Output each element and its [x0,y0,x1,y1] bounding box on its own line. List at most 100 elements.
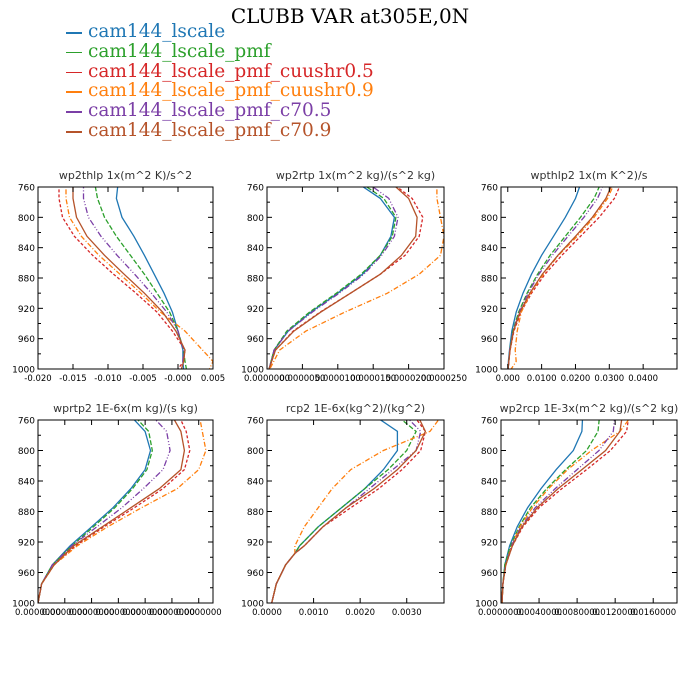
x-tick-label: 0.000 [496,374,520,384]
y-tick-label: 880 [247,275,264,285]
series-line [271,420,427,603]
plot-frame [37,186,214,370]
legend-label: cam144_lscale_pmf_c70.5 [88,100,332,122]
subplot-title: wpthlp2 1x(m K^2)/s [531,169,648,182]
legend-swatch [66,130,82,133]
series-line [268,187,396,369]
series-line [271,420,427,603]
y-tick-label: 800 [247,447,264,457]
y-tick-label: 1000 [241,600,264,610]
series-line [501,420,623,603]
y-tick-label: 1000 [12,600,35,610]
legend-swatch [66,32,82,34]
x-tick-label: -0.010 [94,374,121,384]
series-line [268,187,424,369]
series-line [507,187,600,369]
x-tick-label: -0.015 [59,374,86,384]
y-tick-label: 840 [18,244,35,254]
x-tick-label: 0.0300 [594,374,624,384]
subplot-title: wp2rtp 1x(m^2 kg)/(s^2 kg) [276,169,435,182]
y-tick-label: 1000 [12,366,35,376]
y-tick-label: 840 [18,478,35,488]
series-line [38,420,171,603]
x-tick-label: 0.0100 [527,374,557,384]
y-tick-label: 760 [247,417,264,427]
y-tick-label: 800 [247,214,264,224]
x-tick-label: 0.0160000 [630,608,676,618]
series-line [268,187,399,369]
y-tick-label: 800 [18,214,35,224]
x-tick-label: 0.0200 [561,374,591,384]
x-tick-label: 0.0000000 [122,608,168,618]
y-tick-label: 840 [481,244,498,254]
x-tick-label: 0.0000000 [15,608,61,618]
x-tick-label: 0.0080000 [554,608,600,618]
figure-title: CLUBB VAR at305E,0N [230,4,470,28]
y-tick-label: 920 [247,305,264,315]
y-tick-label: 920 [481,305,498,315]
y-tick-label: 960 [247,335,264,345]
y-tick-label: 960 [18,569,35,579]
legend-label: cam144_lscale_pmf_cuushr0.5 [88,60,374,82]
series-line [271,420,399,603]
y-tick-label: 960 [481,569,498,579]
legend-label: cam144_lscale_pmf [88,40,271,62]
series-line [507,187,581,369]
legend-label: cam144_lscale [88,21,226,42]
y-tick-label: 760 [247,184,264,194]
series-line [115,187,185,369]
y-tick-label: 1000 [475,600,498,610]
y-tick-label: 880 [481,275,498,285]
x-tick-label: -0.005 [129,374,156,384]
x-tick-label: 0.0020 [345,608,375,618]
y-tick-label: 840 [247,244,264,254]
series-line [501,420,630,603]
x-tick-label: 0.005 [201,374,225,384]
plot-frame [266,186,445,370]
series-line [72,187,186,369]
y-tick-label: 1000 [475,366,498,376]
series-line [507,187,604,369]
y-tick-label: 920 [18,539,35,549]
y-tick-label: 800 [481,447,498,457]
subplot-title: wprtp2 1E-6x(m kg)/(s kg) [53,402,198,415]
series-line [268,187,397,369]
y-tick-label: 920 [247,539,264,549]
x-tick-label: 0.0000050 [279,374,325,384]
y-tick-label: 760 [18,417,35,427]
x-tick-label: 0.0000000 [149,608,195,618]
series-line [501,420,616,603]
subplot-title: wp2rcp 1E-3x(m^2 kg)/(s^2 kg) [500,402,679,415]
series-line [38,420,207,603]
x-tick-label: -0.020 [24,374,51,384]
legend-swatch [66,51,82,54]
y-tick-label: 960 [247,569,264,579]
x-tick-label: 0.0030 [392,608,422,618]
subplot-title: rcp2 1E-6x(kg^2)/(kg^2) [286,402,425,415]
plot-frame [500,186,678,370]
series-line [501,420,600,603]
legend-swatch [66,111,82,113]
y-tick-label: 960 [481,335,498,345]
series-line [58,187,186,369]
legend-swatch [66,71,82,74]
series-line [507,187,621,369]
y-tick-label: 880 [247,508,264,518]
x-tick-label: 0.0000000 [69,608,115,618]
series-line [38,420,153,603]
y-tick-label: 760 [481,417,498,427]
series-line [38,420,186,603]
x-tick-label: -0.000 [164,374,191,384]
y-tick-label: 1000 [241,366,264,376]
series-line [38,420,152,603]
series-line [65,187,213,369]
legend-label: cam144_lscale_pmf_cuushr0.9 [88,80,374,102]
x-tick-label: 0.0040000 [516,608,562,618]
x-tick-label: 0.0000000 [478,608,524,618]
series-line [507,187,612,369]
y-tick-label: 840 [481,478,498,488]
series-line [82,187,185,369]
x-tick-label: 0.0000000 [95,608,141,618]
x-tick-label: 0.0000250 [421,374,467,384]
